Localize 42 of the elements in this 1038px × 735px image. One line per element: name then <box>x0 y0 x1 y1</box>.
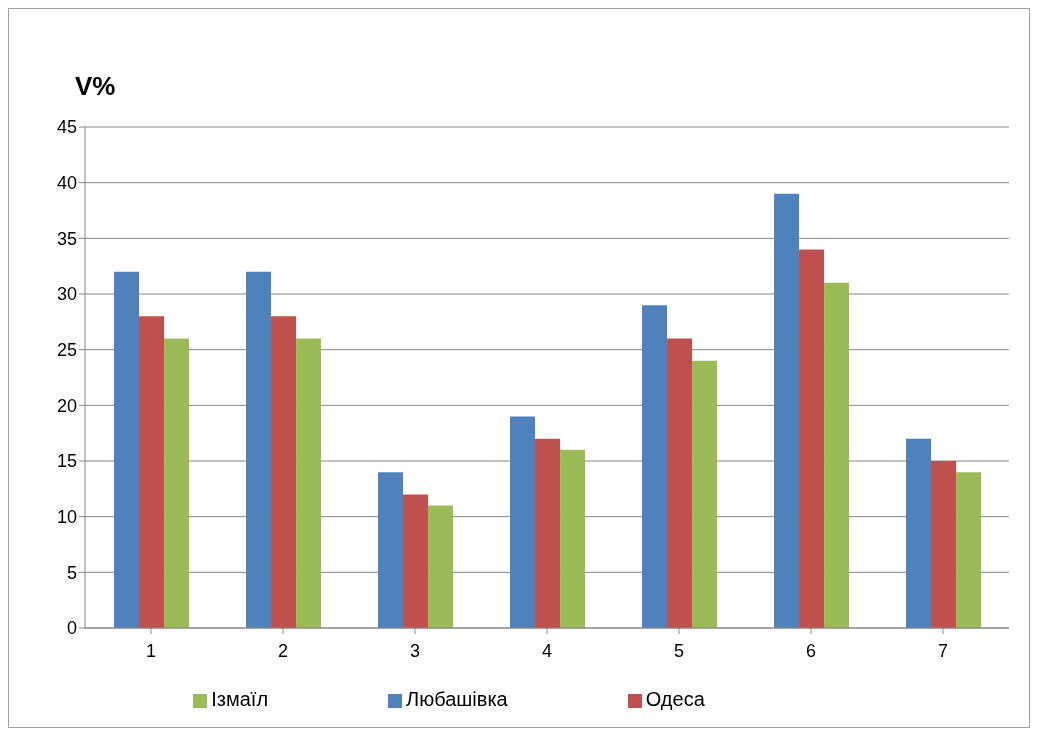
x-tick-label: 2 <box>277 640 289 661</box>
y-tick-label: 15 <box>56 451 77 472</box>
bar <box>824 282 850 628</box>
bar <box>956 472 982 628</box>
bar <box>535 438 561 628</box>
y-tick-label: 20 <box>56 395 77 416</box>
y-tick-label: 40 <box>56 173 77 194</box>
y-tick-label: 35 <box>56 228 77 249</box>
bar <box>403 494 429 628</box>
bar <box>139 316 165 628</box>
bar <box>560 449 586 628</box>
bar <box>296 338 322 628</box>
bar <box>774 193 800 628</box>
bar <box>428 505 454 628</box>
legend-label: Ізмаїл <box>211 688 269 710</box>
bar <box>906 438 932 628</box>
y-tick-label: 30 <box>56 284 77 305</box>
x-tick-label: 7 <box>937 640 949 661</box>
x-tick-label: 6 <box>805 640 817 661</box>
legend-label: Любашівка <box>406 688 508 710</box>
x-tick-label: 5 <box>673 640 685 661</box>
bar <box>164 338 190 628</box>
bar <box>510 416 536 628</box>
x-tick-label: 4 <box>541 640 553 661</box>
y-tick-label: 5 <box>66 562 77 583</box>
y-axis-title: V% <box>75 71 116 102</box>
bar <box>667 338 693 628</box>
y-tick-label: 45 <box>56 117 77 138</box>
y-tick-label: 10 <box>56 507 77 528</box>
bar <box>271 316 297 628</box>
bar <box>799 249 825 628</box>
legend-label: Одеса <box>645 688 705 710</box>
bar <box>114 271 140 628</box>
bar <box>378 472 404 628</box>
y-tick-label: 25 <box>56 340 77 361</box>
bar <box>246 271 272 628</box>
bar <box>931 461 957 628</box>
x-tick-label: 3 <box>409 640 421 661</box>
y-tick-label: 0 <box>66 618 77 639</box>
x-tick-label: 1 <box>145 640 157 661</box>
bar <box>642 305 668 628</box>
bar <box>692 360 718 628</box>
